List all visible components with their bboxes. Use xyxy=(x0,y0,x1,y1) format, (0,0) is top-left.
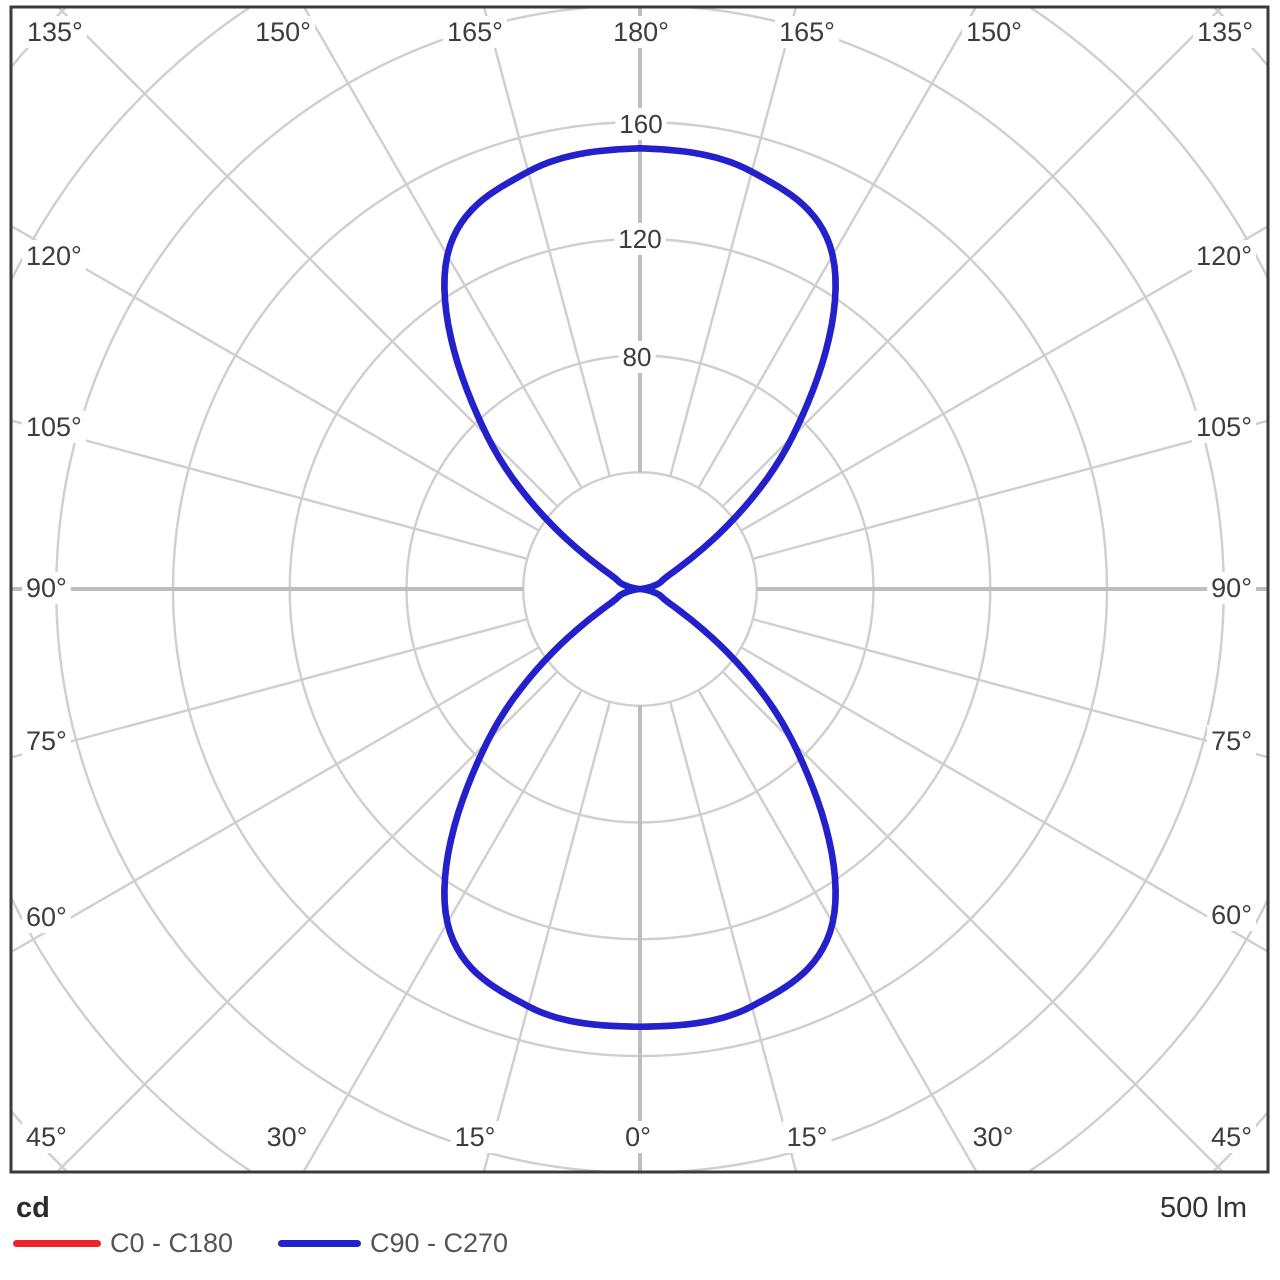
grid-spoke xyxy=(697,689,978,1172)
grid-spoke xyxy=(11,419,528,560)
angle-label: 30° xyxy=(973,1122,1014,1152)
radial-label: 160 xyxy=(619,109,662,139)
label-bg xyxy=(1207,572,1256,604)
grid-spoke xyxy=(752,618,1268,759)
legend-swatch-c0-c180 xyxy=(13,1240,101,1247)
label-bg xyxy=(443,16,507,48)
angle-label: 30° xyxy=(267,1122,308,1152)
label-bg xyxy=(968,1121,1018,1153)
label-bg xyxy=(22,240,86,272)
angle-label: 165° xyxy=(447,17,503,47)
label-bg xyxy=(22,572,71,604)
angle-label: 120° xyxy=(1196,241,1252,271)
label-bg xyxy=(450,1121,500,1153)
label-bg xyxy=(782,1121,832,1153)
curves xyxy=(441,145,839,1031)
angle-label: 90° xyxy=(26,573,67,603)
grid-spoke xyxy=(56,7,559,508)
label-bg xyxy=(1207,899,1256,931)
grid-spoke xyxy=(302,7,583,489)
grid-spoke xyxy=(669,7,798,477)
axis-labels: 135° 150° 165° 180° 165° 150° 135° 120° 105° 90° 7… xyxy=(22,16,1257,1153)
angle-label: 60° xyxy=(1211,900,1252,930)
label-bg xyxy=(22,1121,71,1153)
angle-label: 75° xyxy=(1211,726,1252,756)
label-bg xyxy=(775,16,839,48)
units-label: cd xyxy=(16,1192,50,1224)
grid-spoke xyxy=(752,419,1268,560)
label-bg xyxy=(618,341,656,373)
label-bg xyxy=(1207,1121,1256,1153)
angle-label: 135° xyxy=(27,17,83,47)
flux-label: 500 lm xyxy=(1159,1192,1247,1224)
label-bg xyxy=(262,1121,312,1153)
angle-label: 0° xyxy=(625,1122,651,1152)
label-bg xyxy=(962,16,1026,48)
angle-label: 105° xyxy=(1196,412,1252,442)
legend-label-c90-c270: C90 - C270 xyxy=(370,1228,509,1258)
angle-label: 75° xyxy=(26,726,67,756)
grid-spoke xyxy=(697,7,978,489)
label-bg xyxy=(614,223,666,255)
grid-spoke xyxy=(721,670,1225,1172)
angle-label: 45° xyxy=(26,1122,67,1152)
label-bg xyxy=(22,901,71,933)
radial-label: 120 xyxy=(618,224,661,254)
angle-label: 135° xyxy=(1197,17,1253,47)
legend: C0 - C180 C90 - C270 xyxy=(0,1228,1280,1268)
grid-spoke xyxy=(55,670,559,1172)
grid-spoke xyxy=(740,225,1268,532)
radial-label: 80 xyxy=(623,342,652,372)
label-bg xyxy=(1207,725,1256,757)
grid-spoke xyxy=(302,689,583,1172)
label-bg xyxy=(1192,240,1256,272)
grid-spoke xyxy=(740,646,1268,953)
grid-spoke xyxy=(11,646,540,954)
angle-label: 150° xyxy=(255,17,311,47)
label-bg xyxy=(615,108,667,140)
angle-label: 105° xyxy=(26,412,82,442)
angle-label: 15° xyxy=(455,1122,496,1152)
angle-label: 45° xyxy=(1211,1122,1252,1152)
angle-label: 60° xyxy=(26,902,67,932)
angle-label: 180° xyxy=(613,17,669,47)
angle-label: 15° xyxy=(787,1122,828,1152)
angle-label: 165° xyxy=(779,17,835,47)
label-bg xyxy=(251,16,315,48)
grid-spoke xyxy=(11,618,528,759)
label-bg xyxy=(1192,411,1256,443)
grid-spoke xyxy=(482,701,611,1172)
label-bg xyxy=(609,16,673,48)
label-bg xyxy=(1193,16,1257,48)
angle-label: 150° xyxy=(966,17,1022,47)
legend-swatch-c90-c270 xyxy=(278,1240,361,1247)
legend-label-c0-c180: C0 - C180 xyxy=(110,1228,234,1258)
label-bg xyxy=(621,1121,655,1153)
label-bg xyxy=(22,725,71,757)
grid-spoke xyxy=(721,7,1224,508)
label-bg xyxy=(23,16,87,48)
angle-label: 90° xyxy=(1211,573,1252,603)
grid-spoke xyxy=(482,7,611,477)
angle-label: 120° xyxy=(26,241,82,271)
label-bg xyxy=(22,411,86,443)
plot-border xyxy=(9,5,1270,1174)
grid-spoke xyxy=(11,224,540,532)
curve-c90-c270 xyxy=(441,145,839,1031)
grid-spoke xyxy=(669,701,798,1172)
